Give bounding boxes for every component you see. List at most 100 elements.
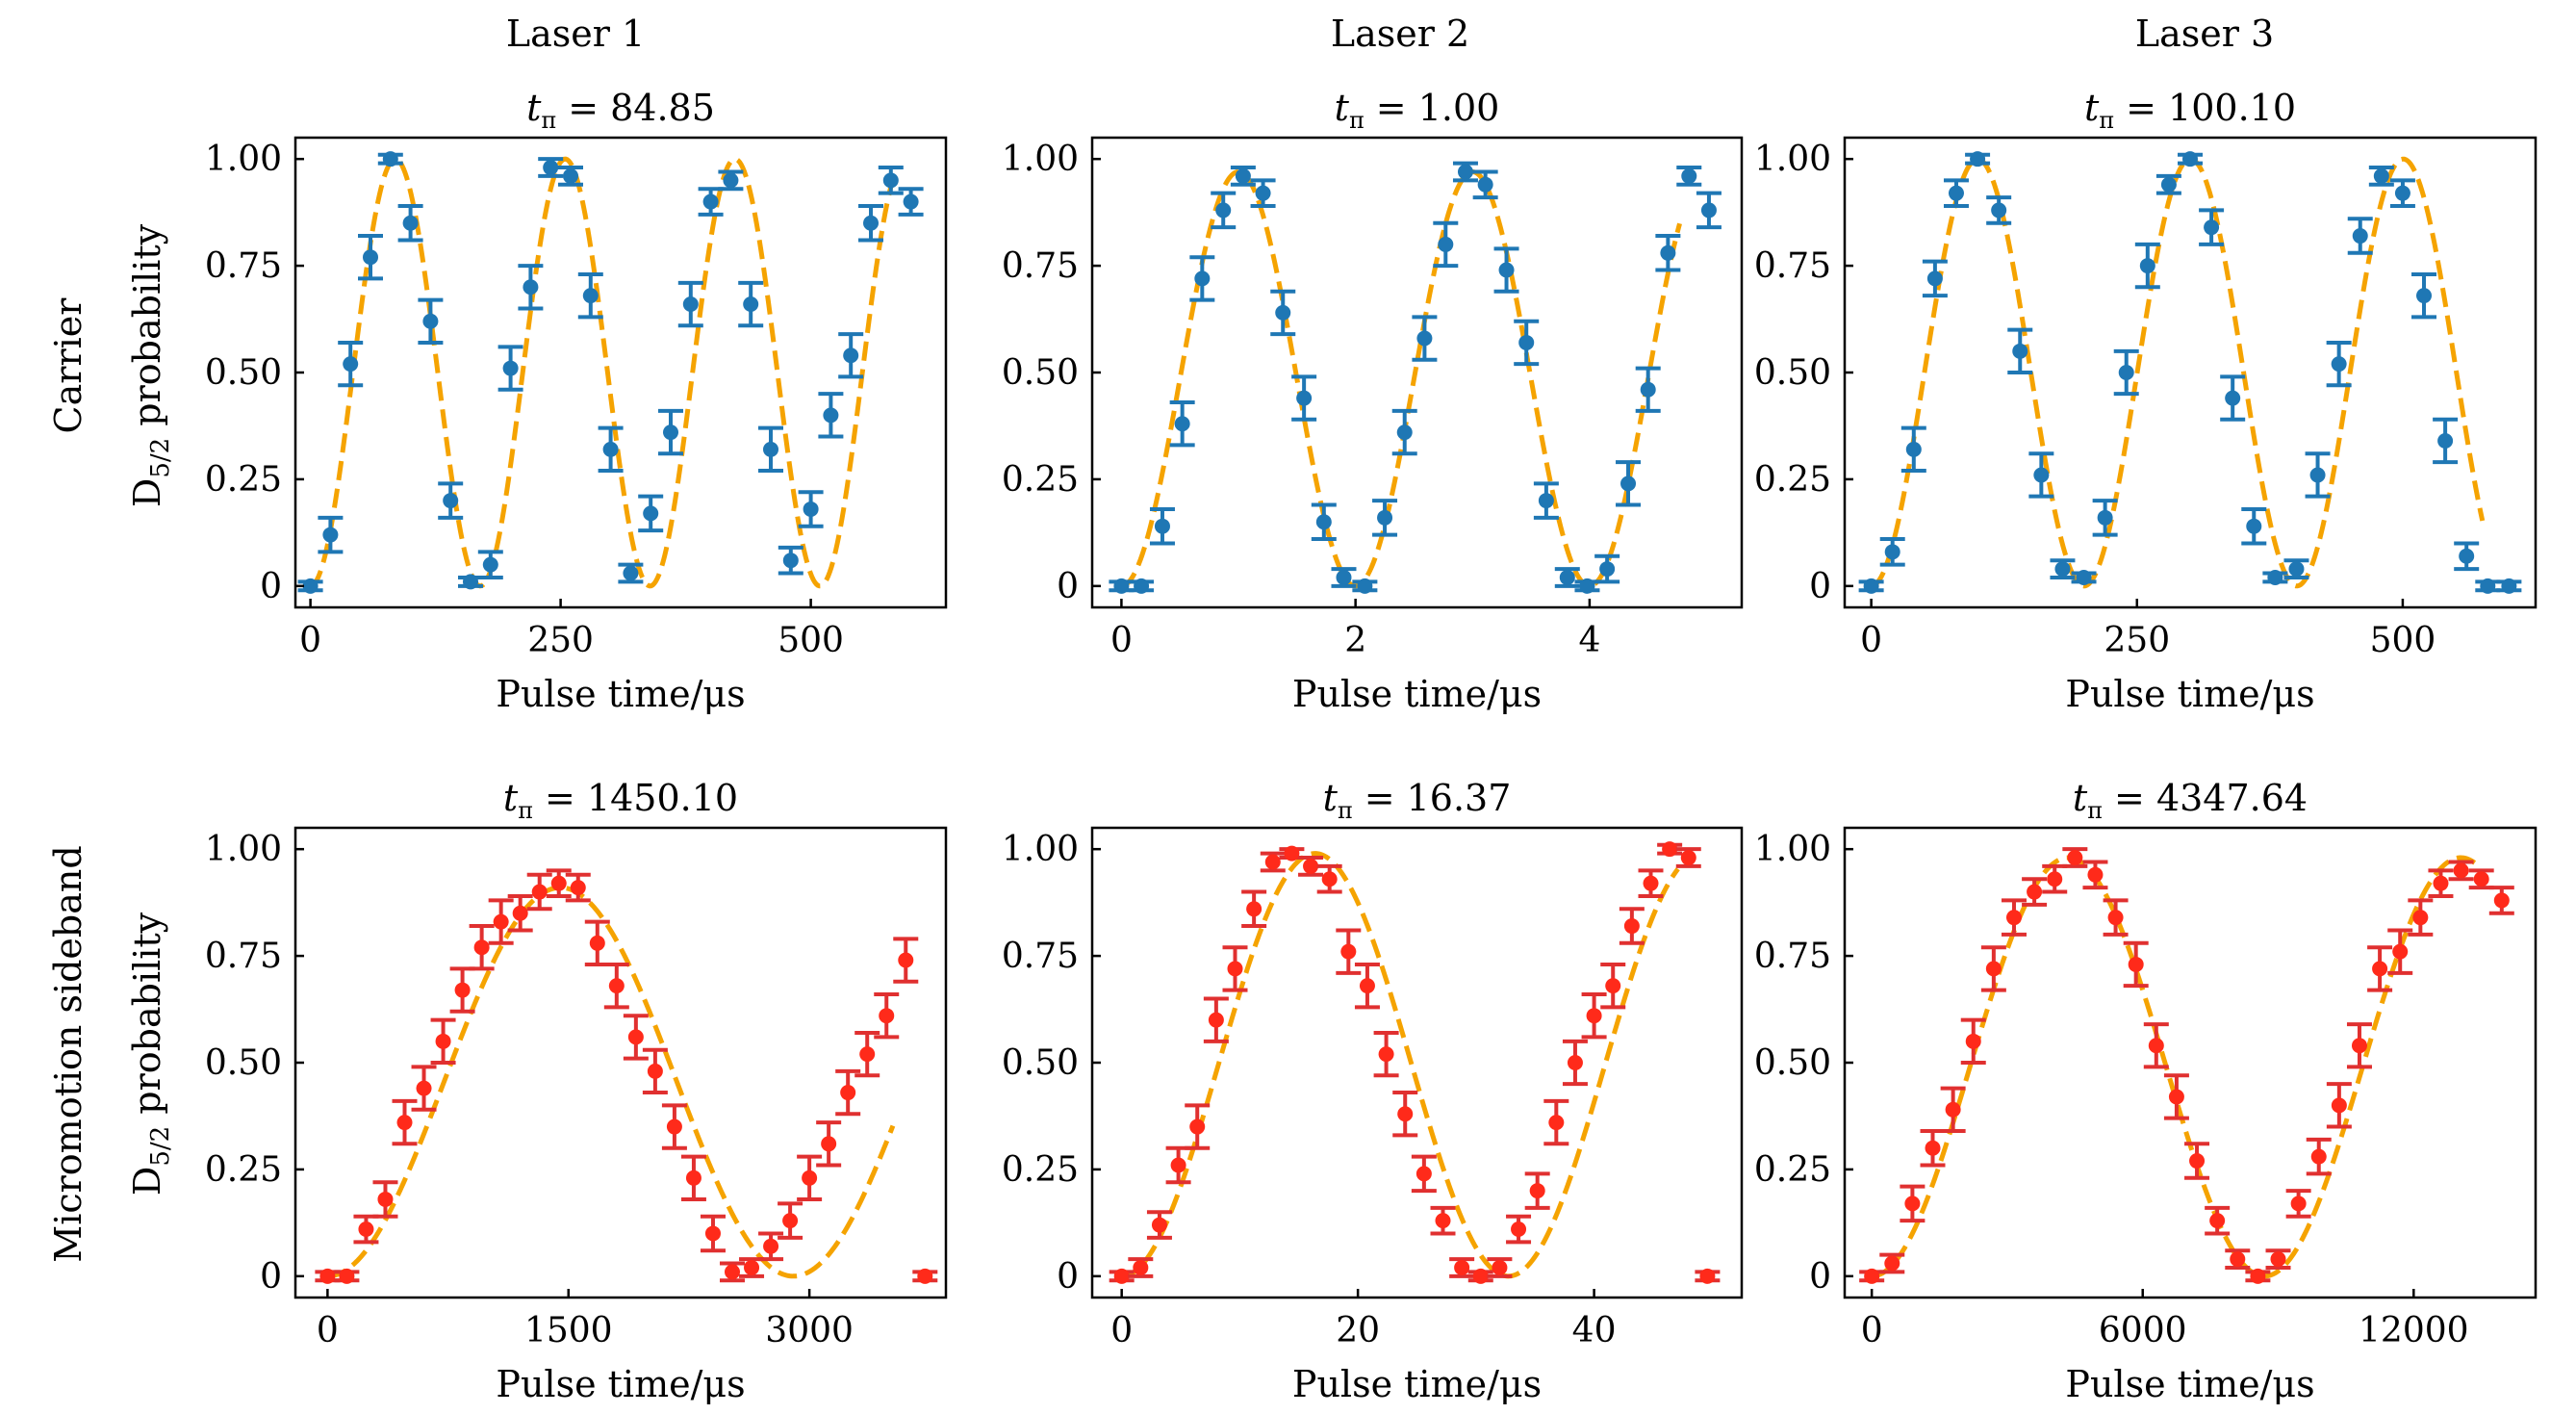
data-point <box>2050 558 2076 579</box>
data-point <box>778 1201 803 1240</box>
data-point <box>1260 851 1286 873</box>
data-point <box>1291 374 1317 422</box>
x-tick-label: 20 <box>1336 1311 1380 1350</box>
marker <box>2351 1038 2367 1054</box>
data-point <box>2103 898 2129 937</box>
marker <box>1492 1259 1508 1275</box>
data-point <box>372 1180 398 1219</box>
marker <box>454 982 471 998</box>
marker <box>823 407 839 424</box>
marker <box>550 875 567 891</box>
marker <box>1208 1012 1224 1028</box>
x-tick-label: 4 <box>1578 621 1600 660</box>
marker <box>744 1259 760 1275</box>
data-point <box>758 1231 784 1262</box>
data-point <box>2283 558 2309 579</box>
marker <box>1965 1033 1981 1049</box>
marker <box>1133 1259 1149 1275</box>
marker <box>2453 862 2469 879</box>
marker <box>339 1268 355 1284</box>
data-point <box>1203 996 1229 1043</box>
marker <box>2027 884 2043 900</box>
marker <box>2309 467 2326 483</box>
y-tick-label: 0.75 <box>1002 937 1079 976</box>
data-point <box>677 280 703 328</box>
data-point <box>658 408 683 456</box>
data-point <box>1109 1268 1135 1284</box>
marker <box>1548 1115 1565 1131</box>
marker <box>1586 1008 1602 1024</box>
data-point <box>477 550 503 579</box>
marker <box>1884 1255 1900 1272</box>
data-point <box>1373 1030 1399 1078</box>
data-point <box>2408 898 2434 937</box>
marker <box>473 939 490 956</box>
marker <box>2310 1148 2327 1165</box>
data-point <box>2346 1022 2372 1069</box>
data-point <box>2199 208 2225 246</box>
data-point <box>797 1154 823 1201</box>
x-axis-label: Pulse time/μs <box>1292 1363 1542 1405</box>
data-point <box>1514 319 1540 367</box>
marker <box>2331 1097 2347 1114</box>
x-tick-label: 3000 <box>765 1311 854 1350</box>
marker <box>2087 866 2104 883</box>
y-axis-label-bottom: D5/2 probability <box>126 912 175 1195</box>
data-point <box>2184 1142 2210 1180</box>
data-point <box>1109 578 1135 594</box>
marker <box>1378 1046 1394 1063</box>
data-point <box>1149 506 1175 546</box>
y-tick-label: 1.00 <box>1002 830 1079 869</box>
data-point <box>2326 340 2352 388</box>
data-point <box>816 1120 842 1168</box>
marker <box>1151 1217 1167 1233</box>
data-point <box>854 1030 880 1078</box>
data-point <box>2347 217 2373 255</box>
marker <box>543 160 559 176</box>
marker <box>1235 167 1251 184</box>
marker <box>663 424 678 441</box>
marker <box>1377 509 1393 526</box>
marker <box>2182 151 2198 167</box>
marker <box>1284 845 1300 861</box>
marker <box>1340 943 1357 960</box>
marker <box>1567 1055 1583 1070</box>
marker <box>898 952 914 968</box>
data-point <box>818 392 844 439</box>
marker <box>1863 578 1879 594</box>
column-title-laser-3: Laser 3 <box>2135 13 2274 55</box>
x-axis-label: Pulse time/μs <box>1292 673 1542 715</box>
data-point <box>297 578 323 594</box>
marker <box>704 1225 721 1242</box>
panel-title: tπ = 4347.64 <box>2073 777 2308 824</box>
data-point <box>1619 907 1645 945</box>
data-point <box>700 1214 726 1253</box>
data-point <box>1638 868 1664 898</box>
panel-5: 0 0.25 0.50 0.75 1.00 0 20 40 Pulse time/μs tπ = … <box>1002 777 1744 1405</box>
marker <box>2128 956 2144 972</box>
x-tick-label: 0 <box>317 1311 339 1350</box>
panel-2: 0 0.25 0.50 0.75 1.00 0 2 4 Pulse time/μs tπ = 1.… <box>1002 87 1744 715</box>
marker <box>1315 514 1332 530</box>
data-point <box>661 1103 687 1150</box>
marker <box>1529 1183 1545 1199</box>
data-point <box>2241 506 2267 546</box>
data-point <box>2262 569 2288 585</box>
marker <box>2290 1195 2307 1212</box>
marker <box>763 441 778 457</box>
marker <box>702 193 719 210</box>
marker <box>2076 569 2092 585</box>
marker <box>2394 185 2410 201</box>
marker <box>2372 961 2388 977</box>
column-title-laser-1: Laser 1 <box>506 13 645 55</box>
x-tick-label: 500 <box>2370 621 2436 660</box>
marker <box>821 1136 837 1152</box>
data-point <box>2007 327 2033 374</box>
data-point <box>2428 868 2454 898</box>
data-point <box>2368 166 2394 187</box>
y-tick-label: 0.25 <box>1754 1150 1831 1190</box>
data-point <box>1189 255 1215 302</box>
marker <box>2189 1153 2206 1170</box>
axes-frame <box>293 136 948 609</box>
marker <box>1662 841 1678 858</box>
